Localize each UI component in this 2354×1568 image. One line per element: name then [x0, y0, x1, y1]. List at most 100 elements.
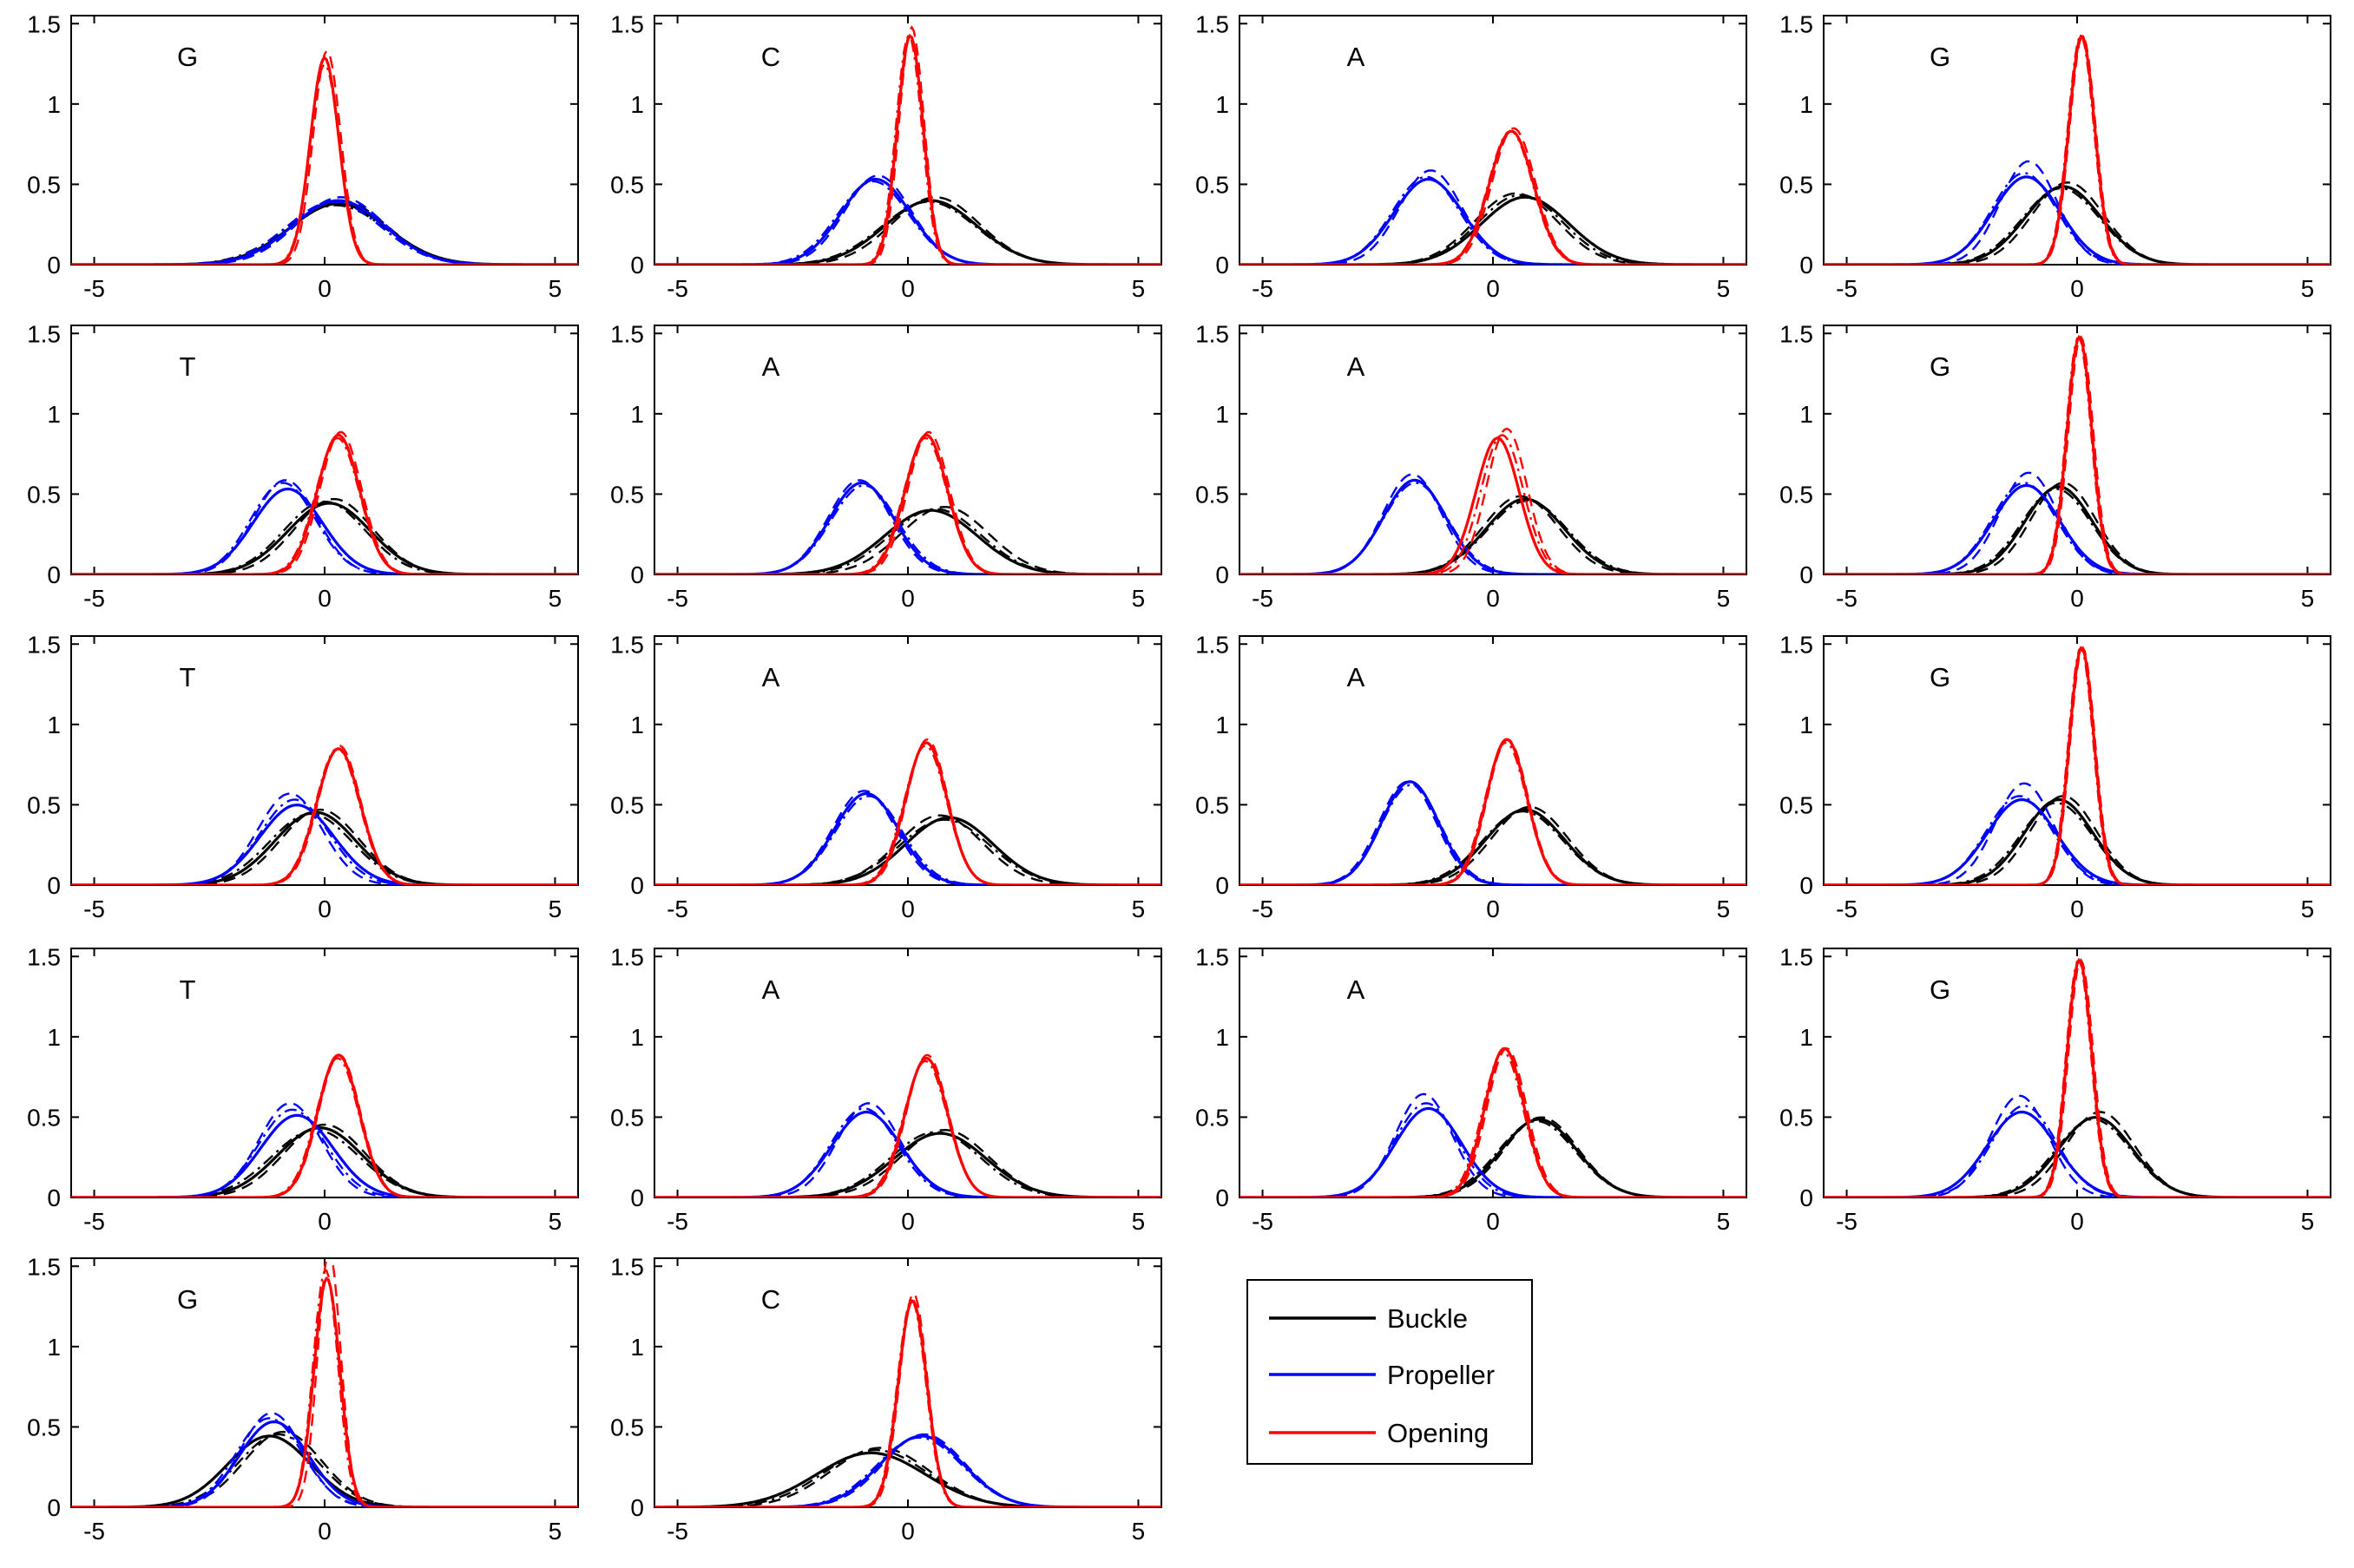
panel-curves [71, 49, 578, 265]
y-tick-label: 0 [47, 252, 61, 279]
panel-curves [1824, 334, 2331, 574]
x-tick-label: -5 [1836, 896, 1858, 922]
x-tick-label: 0 [318, 896, 332, 922]
opening-curve-solid [71, 1276, 578, 1507]
y-tick-label: 1.5 [27, 10, 61, 37]
opening-curve-dashdot [1824, 335, 2331, 574]
y-tick-label: 0.5 [1779, 481, 1813, 508]
opening-curve-dashed [1239, 427, 1746, 574]
panel-base-label: G [1930, 662, 1950, 692]
y-tick-label: 0 [1215, 561, 1229, 588]
buckle-curve-solid [71, 1126, 578, 1197]
y-tick-label: 0 [1215, 1184, 1229, 1211]
panel-15: 0 0.5 1 1.5 -5 0 5 A [1195, 943, 1747, 1235]
panel-base-label: A [762, 351, 780, 382]
buckle-curve-solid [71, 502, 578, 574]
panel-base-label: A [762, 974, 780, 1005]
opening-curve-dashed [71, 49, 578, 265]
x-tick-label: 5 [2301, 275, 2315, 302]
y-tick-label: 0.5 [610, 791, 644, 818]
y-tick-label: 0 [47, 1494, 61, 1521]
x-tick-label: -5 [667, 1518, 688, 1545]
panel-curves [71, 1053, 578, 1197]
y-tick-label: 1.5 [1779, 631, 1813, 658]
buckle-curve-dashdot [1239, 499, 1746, 574]
buckle-curve-dashed [1824, 795, 2331, 885]
opening-curve-solid [654, 1299, 1161, 1507]
opening-curve-solid [654, 741, 1161, 885]
panel-curves [654, 738, 1161, 885]
panel-13: 0 0.5 1 1.5 -5 0 5 T [27, 943, 579, 1235]
panel-curves [71, 1258, 578, 1507]
y-tick-label: 1 [1215, 401, 1229, 428]
opening-curve-dashed [71, 430, 578, 574]
panel-base-label: G [1930, 351, 1950, 382]
y-tick-label: 0.5 [27, 171, 61, 198]
x-tick-label: 0 [318, 585, 332, 612]
x-tick-label: -5 [1252, 275, 1273, 302]
opening-curve-dashed [654, 430, 1161, 574]
y-tick-label: 1 [630, 401, 644, 428]
y-tick-label: 1.5 [1195, 320, 1229, 347]
y-tick-label: 1.5 [27, 631, 61, 658]
x-tick-label: 0 [2070, 275, 2084, 302]
panel-axes-box [654, 948, 1162, 1198]
x-tick-label: 0 [901, 1208, 915, 1235]
y-tick-label: 0.5 [27, 1414, 61, 1440]
panel-curves [1824, 34, 2331, 265]
x-tick-label: -5 [83, 1208, 105, 1235]
panel-axes-box [1239, 635, 1747, 886]
panel-1: 0 0.5 1 1.5 -5 0 5 G [27, 10, 579, 302]
panel-axes-box [1823, 948, 2331, 1198]
x-tick-label: 5 [549, 585, 562, 612]
panel-axes-box [654, 1257, 1162, 1508]
y-tick-label: 0 [1215, 252, 1229, 279]
y-tick-label: 1 [47, 1334, 61, 1361]
panel-9: 0 0.5 1 1.5 -5 0 5 T [27, 631, 579, 922]
propeller-curve-dashdot [71, 1108, 578, 1197]
y-tick-label: 1 [1799, 91, 1813, 118]
opening-curve-solid [1239, 129, 1746, 265]
panel-curves [654, 430, 1161, 574]
panel-base-label: G [1930, 974, 1950, 1005]
y-tick-label: 1 [630, 712, 644, 738]
x-tick-label: 0 [318, 275, 332, 302]
x-tick-label: 5 [549, 896, 562, 922]
opening-curve-dashed [1239, 738, 1746, 885]
opening-curve-solid [1239, 436, 1746, 574]
opening-curve-dashed [654, 1053, 1161, 1197]
x-tick-label: -5 [1252, 585, 1273, 612]
y-tick-label: 1.5 [1195, 943, 1229, 970]
panel-base-label: A [1347, 351, 1365, 382]
x-tick-label: 0 [1486, 585, 1500, 612]
propeller-curve-solid [71, 1113, 578, 1197]
y-tick-label: 0.5 [1779, 791, 1813, 818]
x-tick-label: -5 [667, 896, 688, 922]
panel-curves [1239, 1046, 1746, 1197]
x-tick-label: 5 [1132, 1518, 1146, 1545]
panel-axes-box [654, 15, 1162, 266]
panel-curves [1239, 738, 1746, 885]
opening-curve-dashed [71, 745, 578, 885]
opening-curve-dashed [1824, 335, 2331, 574]
propeller-curve-dashed [71, 792, 578, 885]
panel-axes-box [70, 1257, 579, 1508]
y-tick-label: 1 [47, 712, 61, 738]
y-tick-label: 1.5 [1195, 631, 1229, 658]
panel-3: 0 0.5 1 1.5 -5 0 5 A [1195, 10, 1747, 302]
panel-base-label: T [180, 974, 196, 1005]
panel-curves [1239, 427, 1746, 574]
opening-curve-dashed [71, 1053, 578, 1197]
x-tick-label: -5 [1836, 585, 1858, 612]
y-tick-label: 1.5 [610, 631, 644, 658]
panel-base-label: A [1347, 42, 1365, 72]
x-tick-label: 5 [1717, 275, 1731, 302]
buckle-curve-dashdot [1824, 1118, 2331, 1197]
x-tick-label: 0 [1486, 275, 1500, 302]
opening-curve-dashed [1239, 1046, 1746, 1197]
y-tick-label: 0.5 [27, 481, 61, 508]
panel-curves [654, 25, 1161, 265]
y-tick-label: 1 [1215, 712, 1229, 738]
panel-8: 0 0.5 1 1.5 -5 0 5 G [1779, 320, 2331, 612]
